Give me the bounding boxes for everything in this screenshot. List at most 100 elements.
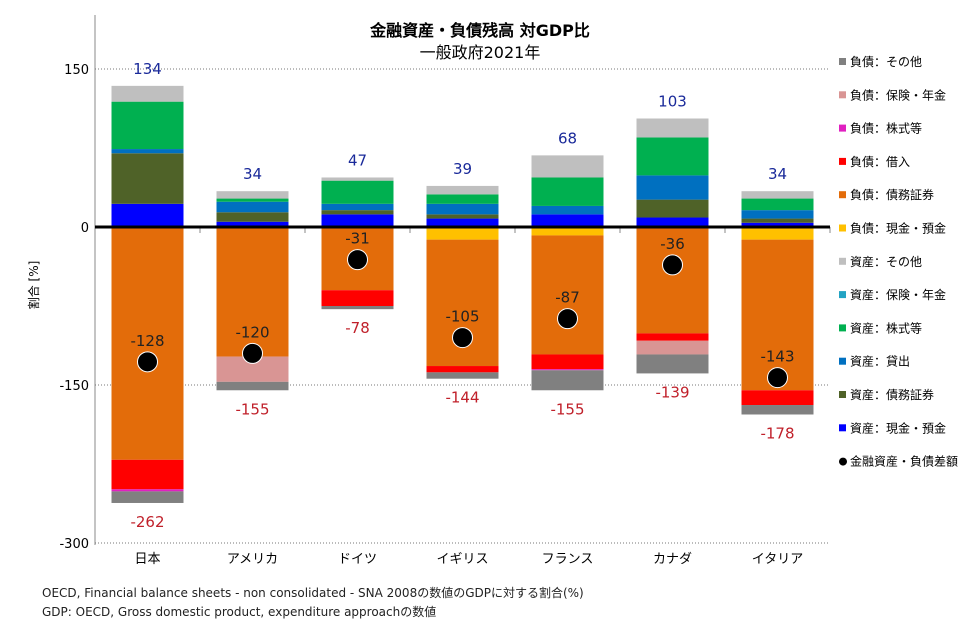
liability-total-label: -178 <box>760 424 794 442</box>
bar-segment <box>426 227 499 240</box>
legend-label: 金融資産・負債差額 <box>850 454 958 469</box>
asset-total-label: 103 <box>658 93 687 111</box>
bar-segment <box>531 214 604 227</box>
net-marker <box>242 342 263 364</box>
bar-segment <box>321 214 394 227</box>
net-marker <box>452 327 473 349</box>
bar-segment <box>321 210 394 215</box>
bar-segment <box>216 227 289 357</box>
bar-segment <box>216 381 289 391</box>
bar-segment <box>321 290 394 306</box>
x-tick-label: ドイツ <box>338 552 377 567</box>
bar-segment <box>216 191 289 199</box>
bar-segment <box>111 459 184 490</box>
legend-label: 負債：債務証券 <box>850 187 934 202</box>
bar-segment <box>531 370 604 391</box>
bar-segment <box>111 491 184 503</box>
net-marker <box>662 254 683 276</box>
bar-segment <box>216 221 289 227</box>
legend-label: 資産：貸出 <box>850 354 910 369</box>
bar-segment <box>111 489 184 492</box>
net-label: -143 <box>760 348 794 366</box>
asset-total-label: 47 <box>348 151 367 169</box>
bar-segment <box>531 227 604 236</box>
bar-segment <box>111 149 184 154</box>
liability-total-label: -139 <box>655 383 689 401</box>
net-marker <box>347 249 368 271</box>
bar-segment <box>531 369 604 371</box>
legend-label: 資産：株式等 <box>850 320 922 335</box>
bar-segment <box>741 405 814 415</box>
bar-segment <box>636 199 709 218</box>
bar-segment <box>426 372 499 379</box>
bar-segment <box>216 198 289 202</box>
asset-total-label: 34 <box>243 165 262 183</box>
x-tick-label: フランス <box>542 552 594 567</box>
bar-segment <box>636 333 709 341</box>
bar-segment <box>321 180 394 204</box>
liability-total-label: -155 <box>235 400 269 418</box>
net-marker <box>557 308 578 330</box>
bar-segment <box>636 118 709 138</box>
bar-segment <box>741 198 814 211</box>
net-label: -128 <box>130 332 164 350</box>
bar-segment <box>636 227 709 334</box>
y-tick-label: 0 <box>81 221 89 236</box>
y-tick-label: -300 <box>59 537 89 552</box>
bar-segment <box>321 177 394 181</box>
liability-total-label: -78 <box>345 319 370 337</box>
net-label: -87 <box>555 289 580 307</box>
bar-segment <box>531 235 604 355</box>
legend-swatch <box>839 424 846 432</box>
y-tick-label: -150 <box>59 379 89 394</box>
legend-swatch <box>839 391 846 398</box>
bar-segment <box>426 214 499 219</box>
net-label: -120 <box>235 323 269 341</box>
bar-segment <box>321 203 394 211</box>
bar-segment <box>741 191 814 199</box>
x-tick-label: 日本 <box>134 552 160 567</box>
bar-segment <box>111 85 184 102</box>
net-label: -31 <box>345 230 370 248</box>
bar-segment <box>636 217 709 227</box>
x-tick-label: イギリス <box>436 552 488 567</box>
net-marker <box>137 351 158 373</box>
legend-swatch <box>839 191 846 199</box>
legend-label: 負債：株式等 <box>850 121 922 136</box>
liability-total-label: -155 <box>550 400 584 418</box>
footnote-source: OECD, Financial balance sheets - non con… <box>42 586 584 600</box>
legend-swatch <box>839 58 846 65</box>
legend-label: 負債：保険・年金 <box>850 87 946 102</box>
asset-total-label: 34 <box>768 165 787 183</box>
asset-total-label: 134 <box>133 60 162 78</box>
legend-swatch <box>839 324 846 332</box>
bar-segment <box>636 340 709 355</box>
y-axis-label: 割合 [%] <box>26 261 41 310</box>
legend-label: 負債：現金・預金 <box>850 221 946 236</box>
chart-subtitle: 一般政府2021年 <box>420 43 541 62</box>
bar-segment <box>741 390 814 406</box>
legend-label: 負債：その他 <box>850 54 922 69</box>
liability-total-label: -262 <box>130 513 164 531</box>
legend-swatch <box>839 224 846 232</box>
bar-segment <box>111 203 184 227</box>
legend-swatch <box>839 257 846 265</box>
legend-label: 資産：保険・年金 <box>850 287 946 302</box>
legend-swatch <box>839 157 846 165</box>
bar-segment <box>111 101 184 150</box>
bar-segment <box>426 366 499 373</box>
bar-segment <box>741 227 814 240</box>
legend-swatch <box>839 91 846 99</box>
legend-swatch <box>839 357 846 365</box>
y-tick-label: 150 <box>64 63 89 78</box>
bar-segment <box>636 354 709 374</box>
legend-label: 負債：借入 <box>850 154 910 169</box>
bar-segment <box>216 212 289 222</box>
bar-segment <box>741 222 814 227</box>
legend-marker <box>839 457 847 466</box>
bar-segment <box>426 194 499 204</box>
bar-segment <box>741 218 814 223</box>
legend-swatch <box>839 291 846 299</box>
